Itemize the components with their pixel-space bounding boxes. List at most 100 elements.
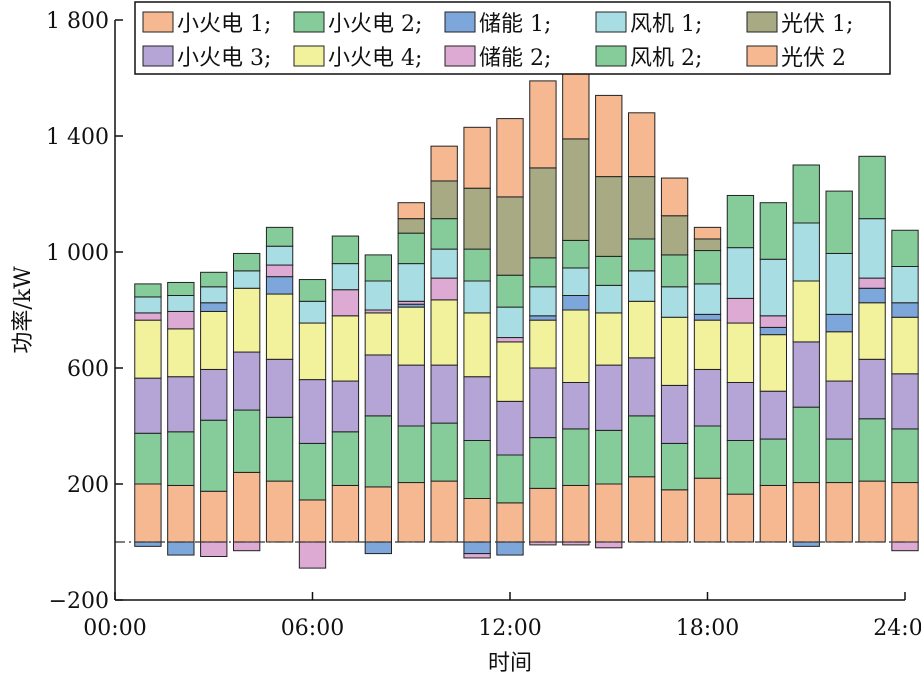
bar-segment [397, 218, 425, 234]
bar-segment [430, 248, 458, 279]
bar-segment [463, 312, 491, 378]
bar-segment [726, 297, 755, 324]
bar-segment [200, 490, 228, 543]
y-tick-label: 1 000 [46, 241, 109, 266]
bar-segment [331, 431, 360, 486]
bar-segment [858, 155, 886, 220]
bar-segment [858, 287, 886, 304]
bar-segment [463, 280, 491, 314]
bar-segment [562, 239, 590, 269]
bar-segment [693, 368, 722, 427]
bar-segment [595, 255, 623, 286]
bar-segment [891, 302, 919, 318]
bar-segment [562, 484, 590, 543]
bar-segment [331, 289, 360, 317]
bar-segment [298, 499, 327, 543]
legend-label: 光伏 2 [781, 46, 846, 71]
bar-segment [759, 326, 788, 336]
legend: 小火电 1; 小火电 2; 储能 1; 风机 1; 光伏 1; 小火电 3; 小火电 4; 储… [134, 1, 891, 75]
bar-segment [726, 194, 755, 249]
bar-segment [134, 296, 162, 314]
bars-layer [134, 51, 919, 569]
bar-segment [167, 541, 195, 556]
bar-segment [397, 364, 425, 427]
bar-segment [660, 316, 689, 386]
bar-segment [298, 379, 327, 444]
bar-segment [364, 254, 392, 282]
bar-segment [595, 176, 623, 257]
bar-segment [825, 438, 853, 484]
bar-segment [792, 341, 820, 408]
bar-segment [463, 541, 491, 555]
bar-segment [759, 390, 788, 440]
y-tick-label: 200 [67, 473, 109, 498]
bar-segment [595, 483, 623, 543]
bar-segment [891, 373, 919, 430]
bar-segment [660, 177, 689, 217]
x-tick-label: 00:00 [83, 616, 146, 641]
y-tick-label: 600 [67, 357, 109, 382]
bar-segment [430, 218, 458, 250]
bar-segment [825, 380, 853, 440]
bar-segment [463, 498, 491, 543]
bar-segment [233, 541, 261, 552]
bar-segment [891, 316, 919, 375]
bar-segment [331, 263, 360, 291]
bar-segment [595, 429, 623, 485]
legend-swatch [746, 11, 778, 33]
legend-label: 储能 1; [479, 12, 551, 37]
bar-segment [167, 295, 195, 312]
bar-segment [200, 271, 228, 288]
bar-segment [298, 442, 327, 501]
legend-separator: ; [695, 46, 702, 71]
bar-segment [134, 541, 162, 547]
bar-segment [167, 484, 195, 543]
bar-segment [759, 258, 788, 317]
bar-segment [792, 164, 820, 224]
bar-segment [693, 477, 722, 543]
ticks-layer: −200 200 600 1 000 1 400 1 800 00:00 06:00 12:00… [46, 9, 921, 641]
bar-segment [825, 331, 853, 382]
x-axis-label: 时间 [488, 651, 532, 676]
bar-segment [233, 252, 261, 272]
bar-segment [134, 377, 162, 434]
bar-segment [562, 138, 590, 241]
legend-label: 小火电 2; [328, 12, 422, 37]
bar-segment [167, 431, 195, 486]
bar-segment [265, 245, 294, 266]
bar-segment [233, 270, 261, 289]
bar-segment [825, 482, 853, 543]
bar-segment [693, 283, 722, 315]
bar-segment [759, 438, 788, 486]
bar-segment [858, 302, 886, 360]
legend-swatch [595, 45, 627, 67]
bar-segment [726, 322, 755, 383]
bar-segment [891, 428, 919, 484]
bar-segment [298, 279, 327, 302]
bar-segment [265, 358, 294, 418]
bar-segment [562, 267, 590, 297]
bar-segment [364, 354, 392, 417]
bar-segment [562, 309, 590, 383]
bar-segment [265, 480, 294, 543]
bar-segment [693, 319, 722, 370]
bar-segment [331, 315, 360, 382]
bar-segment [134, 483, 162, 543]
bar-segment [200, 368, 228, 421]
y-tick-label: −200 [49, 589, 109, 614]
bar-segment [364, 280, 392, 311]
legend-swatch [293, 45, 325, 67]
bar-segment [397, 263, 425, 302]
legend-separator: ; [415, 46, 422, 71]
bar-segment [660, 384, 689, 444]
legend-separator: ; [544, 46, 551, 71]
bar-segment [529, 367, 557, 439]
bar-segment [660, 442, 689, 491]
bar-segment [463, 126, 491, 189]
bar-segment [858, 277, 886, 289]
bar-segment [891, 229, 919, 267]
legend-separator: ; [415, 12, 422, 37]
bar-segment [792, 482, 820, 543]
bar-segment [364, 312, 392, 356]
